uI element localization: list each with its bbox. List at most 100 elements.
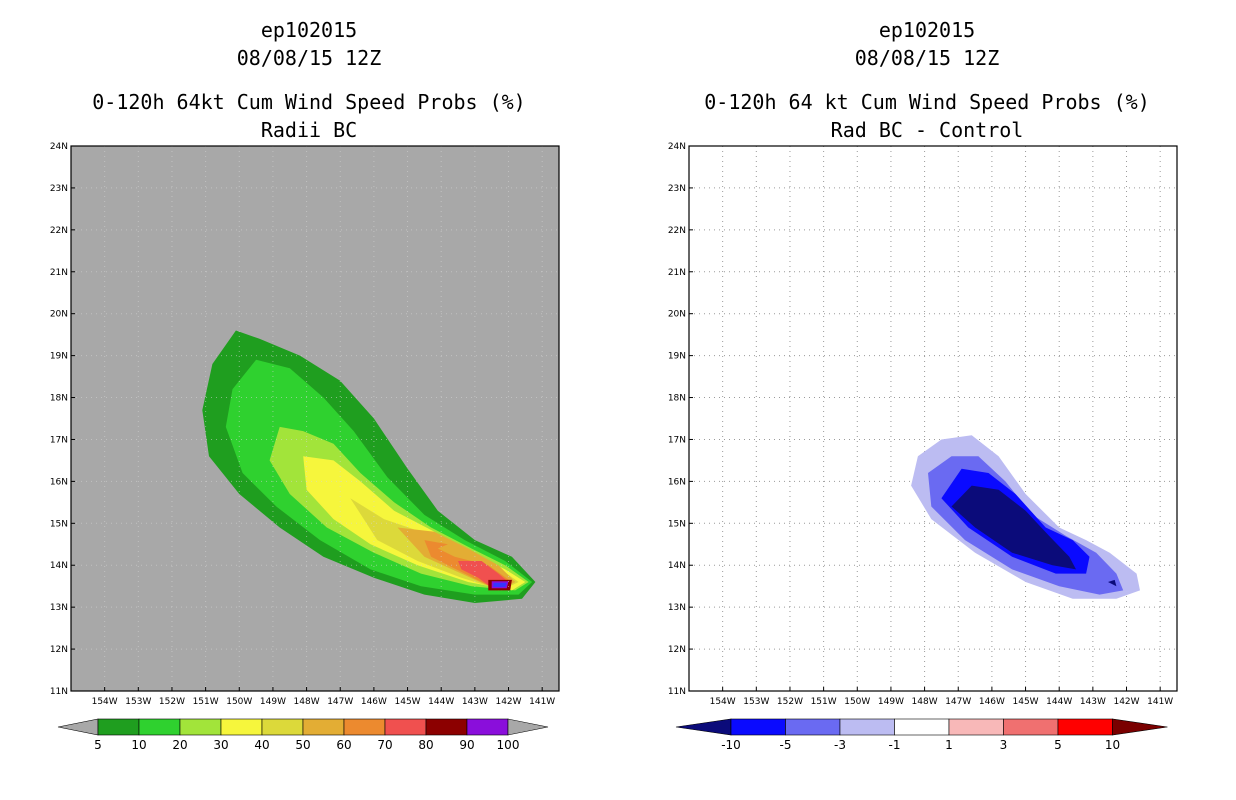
lon-tick-label: 149W xyxy=(878,697,904,707)
lat-tick-label: 11N xyxy=(50,687,68,697)
lon-tick-label: 150W xyxy=(226,697,252,707)
lat-tick-label: 23N xyxy=(50,184,68,194)
colorbar-label: 90 xyxy=(459,738,474,752)
colorbar-label: -1 xyxy=(889,738,901,752)
colorbar-label: 1 xyxy=(945,738,953,752)
lat-tick-label: 13N xyxy=(668,603,686,613)
lat-tick-label: 20N xyxy=(50,310,68,320)
lat-tick-label: 24N xyxy=(668,142,686,152)
colorbar-label: 20 xyxy=(172,738,187,752)
lon-tick-label: 148W xyxy=(294,697,320,707)
colorbar-label: -10 xyxy=(721,738,741,752)
colorbar-label: 30 xyxy=(213,738,228,752)
lon-tick-label: 145W xyxy=(1013,697,1039,707)
lat-tick-label: 15N xyxy=(668,519,686,529)
colorbar-label: 5 xyxy=(94,738,102,752)
lon-tick-label: 153W xyxy=(743,697,769,707)
lon-tick-label: 154W xyxy=(710,697,736,707)
lat-tick-label: 22N xyxy=(50,226,68,236)
lon-tick-label: 153W xyxy=(125,697,151,707)
colorbar-label: 5 xyxy=(1054,738,1062,752)
colorbar-label: 3 xyxy=(1000,738,1008,752)
datetime: 08/08/15 12Z xyxy=(854,46,1000,70)
colorbar-segment xyxy=(730,718,786,736)
lon-tick-label: 151W xyxy=(811,697,837,707)
left-panel: ep102015 08/08/15 12Z 0-120h 64kt Cum Wi… xyxy=(50,18,560,752)
lat-tick-label: 17N xyxy=(668,435,686,445)
lat-tick-label: 19N xyxy=(668,352,686,362)
colorbar-label: 50 xyxy=(295,738,310,752)
lat-tick-label: 12N xyxy=(668,645,686,655)
lon-tick-label: 142W xyxy=(1113,697,1139,707)
contour-level-100 xyxy=(493,582,507,587)
colorbar-label: 10 xyxy=(131,738,146,752)
chart-subtitle: Radii BC xyxy=(260,118,358,142)
colorbar-segment xyxy=(220,718,263,736)
lon-tick-label: 142W xyxy=(495,697,521,707)
colorbar-segment xyxy=(97,718,140,736)
colorbar-segment xyxy=(261,718,304,736)
lon-tick-label: 147W xyxy=(945,697,971,707)
lat-tick-label: 18N xyxy=(50,394,68,404)
lat-tick-label: 14N xyxy=(668,561,686,571)
lat-tick-label: 13N xyxy=(50,603,68,613)
chart-title: 0-120h 64 kt Cum Wind Speed Probs (%) xyxy=(704,90,1150,114)
lon-tick-label: 148W xyxy=(912,697,938,707)
colorbar-label: 10 xyxy=(1105,738,1120,752)
colorbar-segment xyxy=(384,718,427,736)
colorbar-label: 80 xyxy=(418,738,433,752)
colorbar-segment xyxy=(839,718,895,736)
plot-frame xyxy=(688,145,1178,692)
lat-tick-label: 23N xyxy=(668,184,686,194)
colorbar-segment xyxy=(1003,718,1059,736)
lat-tick-label: 19N xyxy=(50,352,68,362)
colorbar-high-arrow xyxy=(1112,718,1168,736)
chart-title: 0-120h 64kt Cum Wind Speed Probs (%) xyxy=(92,90,526,114)
colorbar-segment xyxy=(302,718,345,736)
lon-tick-label: 144W xyxy=(428,697,454,707)
colorbar-label: -5 xyxy=(780,738,792,752)
colorbar-low-arrow xyxy=(675,718,732,736)
lat-tick-label: 21N xyxy=(668,268,686,278)
colorbar-label: 70 xyxy=(377,738,392,752)
lat-tick-label: 17N xyxy=(50,435,68,445)
colorbar-segment xyxy=(948,718,1004,736)
storm-id: ep102015 xyxy=(878,18,976,42)
lat-tick-label: 16N xyxy=(668,477,686,487)
lon-tick-label: 146W xyxy=(979,697,1005,707)
colorbar-segment xyxy=(343,718,386,736)
contour-level--10 xyxy=(1108,579,1117,587)
lat-tick-label: 22N xyxy=(668,226,686,236)
lat-tick-label: 18N xyxy=(668,394,686,404)
colorbar-label: -3 xyxy=(834,738,846,752)
probability-map-chart: 11N 12N 13N 14N 15N 16N 17N 18N 19N 20N 21N 22N 23N 2… xyxy=(50,142,560,752)
chart-subtitle: Rad BC - Control xyxy=(830,118,1024,142)
plot-area xyxy=(689,146,1177,691)
colorbar-segment xyxy=(179,718,222,736)
lat-tick-label: 24N xyxy=(50,142,68,152)
lon-tick-label: 141W xyxy=(529,697,555,707)
right-panel: ep102015 08/08/15 12Z 0-120h 64 kt Cum W… xyxy=(618,0,1236,800)
colorbar-segment xyxy=(138,718,181,736)
contour-level-10 xyxy=(225,359,533,595)
plot-frame xyxy=(70,145,560,692)
lat-tick-label: 21N xyxy=(50,268,68,278)
lon-tick-label: 152W xyxy=(777,697,803,707)
lat-tick-label: 11N xyxy=(668,687,686,697)
colorbar-label: 100 xyxy=(497,738,520,752)
colorbar-segment xyxy=(466,718,509,736)
lat-tick-label: 16N xyxy=(50,477,68,487)
colorbar-segment xyxy=(785,718,841,736)
lon-tick-label: 151W xyxy=(193,697,219,707)
colorbar-segment xyxy=(1057,718,1113,736)
lon-tick-label: 143W xyxy=(462,697,488,707)
lon-tick-label: 145W xyxy=(395,697,421,707)
lat-tick-label: 20N xyxy=(668,310,686,320)
lon-tick-label: 149W xyxy=(260,697,286,707)
difference-map-chart: 11N 12N 13N 14N 15N 16N 17N 18N 19N 20N 21N 22N 23N 2… xyxy=(668,142,1178,752)
datetime: 08/08/15 12Z xyxy=(236,46,382,70)
lon-tick-label: 154W xyxy=(92,697,118,707)
colorbar-label: 40 xyxy=(254,738,269,752)
lon-tick-label: 152W xyxy=(159,697,185,707)
lon-tick-label: 146W xyxy=(361,697,387,707)
